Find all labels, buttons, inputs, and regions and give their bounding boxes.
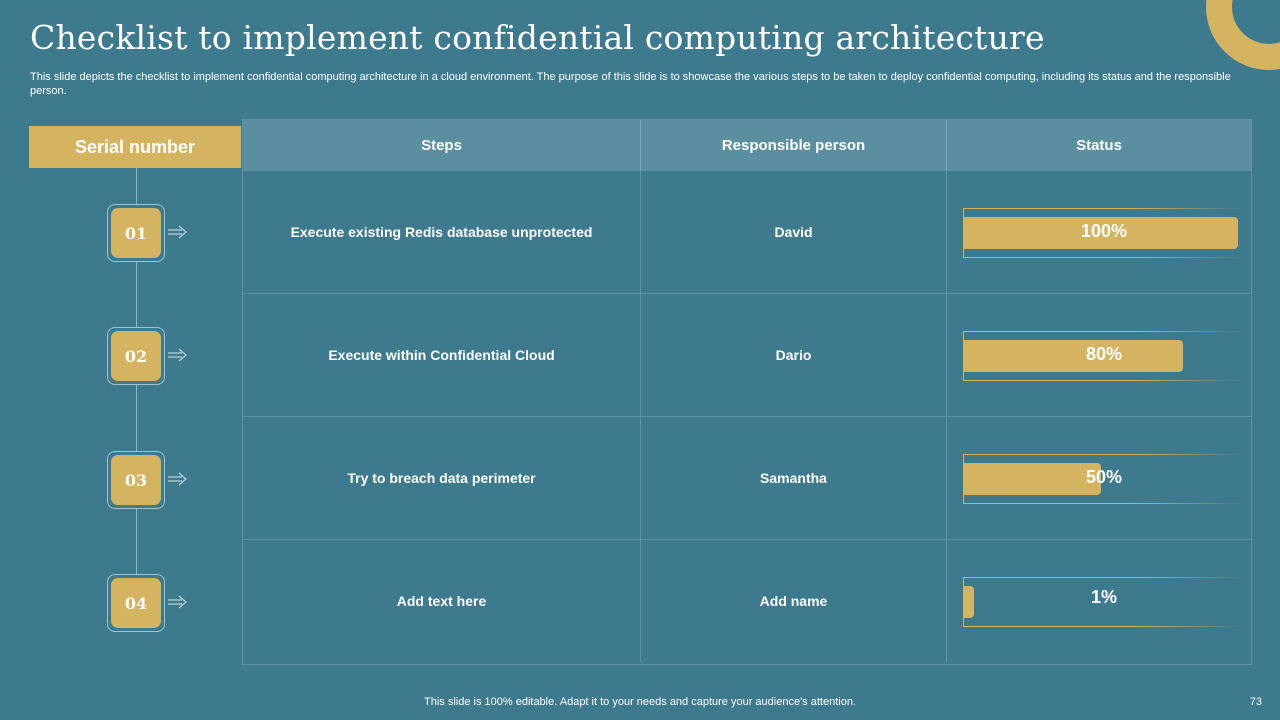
status-cell: 80% bbox=[946, 294, 1251, 416]
status-label: 80% bbox=[1085, 344, 1123, 364]
serial-item-1: 01 bbox=[107, 204, 165, 262]
corner-ring-decoration bbox=[1206, 0, 1280, 70]
table-row: Try to breach data perimeter Samantha 50… bbox=[243, 416, 1251, 539]
serial-item-3: 03 bbox=[107, 451, 165, 509]
person-cell: David bbox=[640, 171, 946, 293]
step-cell: Try to breach data perimeter bbox=[347, 470, 536, 486]
serial-badge: 02 bbox=[111, 331, 161, 381]
step-cell: Execute existing Redis database unprotec… bbox=[290, 224, 593, 240]
status-label: 1% bbox=[1090, 587, 1117, 607]
status-cell: 1% bbox=[946, 540, 1251, 662]
arrow-right-icon bbox=[168, 472, 187, 486]
checklist-table: Steps Responsible person Status Execute … bbox=[242, 119, 1252, 665]
serial-badge: 03 bbox=[111, 455, 161, 505]
page-number: 73 bbox=[1249, 696, 1262, 708]
status-cell: 50% bbox=[946, 417, 1251, 539]
page-title: Checklist to implement confidential comp… bbox=[30, 18, 1045, 57]
progress-fill bbox=[964, 463, 1101, 495]
progress-fill bbox=[964, 586, 974, 618]
serial-item-2: 02 bbox=[107, 327, 165, 385]
step-cell: Add text here bbox=[396, 593, 487, 609]
status-label: 100% bbox=[1080, 221, 1128, 241]
person-cell: Add name bbox=[640, 540, 946, 662]
progress-track: 50% bbox=[963, 454, 1243, 504]
arrow-right-icon bbox=[168, 225, 187, 239]
progress-track: 100% bbox=[963, 208, 1243, 258]
column-header-responsible-person: Responsible person bbox=[640, 120, 946, 170]
person-cell: Samantha bbox=[640, 417, 946, 539]
person-cell: Dario bbox=[640, 294, 946, 416]
page-subtitle: This slide depicts the checklist to impl… bbox=[30, 71, 1231, 97]
table-header: Steps Responsible person Status bbox=[243, 120, 1251, 170]
status-label: 50% bbox=[1085, 467, 1123, 487]
column-header-steps: Steps bbox=[421, 136, 462, 154]
arrow-right-icon bbox=[168, 595, 187, 609]
serial-badge: 01 bbox=[111, 208, 161, 258]
progress-fill bbox=[964, 340, 1183, 372]
step-cell: Execute within Confidential Cloud bbox=[328, 347, 555, 363]
status-cell: 100% bbox=[946, 171, 1251, 293]
footer-note: This slide is 100% editable. Adapt it to… bbox=[424, 696, 856, 708]
table-row: Execute within Confidential Cloud Dario … bbox=[243, 293, 1251, 416]
progress-track: 1% bbox=[963, 577, 1243, 627]
arrow-right-icon bbox=[168, 348, 187, 362]
column-header-status: Status bbox=[946, 120, 1251, 170]
progress-fill bbox=[964, 217, 1238, 249]
progress-track: 80% bbox=[963, 331, 1243, 381]
timeline-line bbox=[136, 168, 137, 608]
serial-number-header: Serial number bbox=[29, 126, 241, 168]
serial-item-4: 04 bbox=[107, 574, 165, 632]
table-row: Execute existing Redis database unprotec… bbox=[243, 170, 1251, 293]
serial-badge: 04 bbox=[111, 578, 161, 628]
table-row: Add text here Add name 1% bbox=[243, 539, 1251, 662]
